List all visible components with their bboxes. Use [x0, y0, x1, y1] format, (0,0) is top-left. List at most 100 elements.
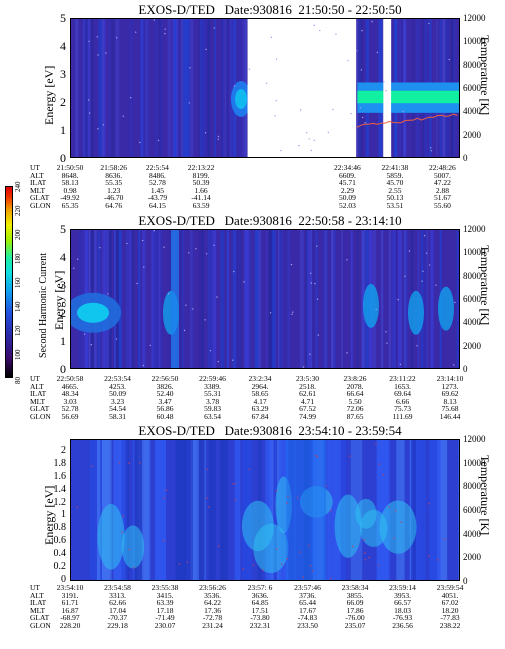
noise-speck: [275, 58, 278, 60]
spectrogram-streak: [397, 230, 402, 368]
intensity-blob: [121, 525, 145, 569]
y2-tick-label: 6000: [463, 294, 481, 304]
spectrogram-streak: [126, 230, 130, 368]
ephemeris-value: -76.93: [392, 613, 413, 623]
y2-tick-label: 2000: [463, 552, 481, 563]
colorbar-tick: 80: [14, 377, 22, 384]
spectrogram-streak: [266, 230, 268, 368]
ephemeris-value: -49.92: [60, 193, 80, 203]
spectrogram-streak: [405, 230, 408, 368]
ephemeris-value: 230.07: [154, 621, 176, 630]
noise-speck: [262, 569, 264, 571]
noise-speck: [388, 506, 390, 508]
ephemeris-value: 22:48:26: [429, 163, 456, 172]
ephemeris-value: 17.36: [204, 605, 221, 615]
ephemeris-value: 75.73: [394, 404, 411, 414]
ephemeris-label: GLAT: [30, 193, 50, 203]
ephemeris-value: 45.71: [338, 178, 356, 188]
spectrogram-streak: [96, 440, 101, 580]
spectrogram-streak: [147, 19, 150, 157]
noise-speck: [139, 462, 141, 464]
noise-speck: [309, 353, 311, 355]
noise-speck: [428, 555, 430, 557]
panel-2-title: EXOS-D/TED Date:930816 22:50:58 - 23:14:…: [138, 213, 402, 228]
noise-speck: [421, 280, 423, 282]
spectrogram-streak: [356, 230, 359, 368]
spectrogram-streak: [198, 440, 205, 580]
noise-speck: [385, 89, 387, 92]
y2-tick-label: 12000: [463, 224, 486, 234]
ephemeris-value: 63.39: [156, 598, 174, 608]
spectrogram-streak: [158, 19, 161, 157]
spectrogram-streak: [388, 230, 392, 368]
ephemeris-value: 69.62: [441, 389, 459, 399]
intensity-core: [77, 302, 109, 323]
spectrogram-streak: [143, 440, 151, 580]
ephemeris-value: 75.68: [441, 404, 459, 414]
noise-speck: [269, 312, 272, 314]
ephemeris-value: 55.60: [433, 201, 451, 210]
spectrogram-streak: [200, 19, 204, 157]
noise-speck: [164, 28, 166, 30]
noise-speck: [183, 329, 186, 332]
ephemeris-value: 2964.: [251, 381, 269, 391]
spectrogram-streak: [133, 440, 135, 580]
noise-speck: [404, 275, 406, 278]
spectrogram-streak: [120, 440, 128, 580]
y-tick-label: 2: [60, 306, 66, 320]
ephemeris-value: 23:11:22: [389, 374, 416, 383]
ephemeris-value: 22:56:50: [151, 374, 179, 383]
y2-tick-label: 6000: [463, 83, 481, 93]
noise-speck: [350, 113, 352, 115]
ephemeris-value: 3.47: [158, 396, 172, 406]
noise-speck: [164, 32, 166, 35]
noise-speck: [204, 319, 206, 321]
spectrogram-streak: [198, 19, 200, 157]
ephemeris-value: 2.88: [435, 185, 449, 195]
spectrogram-streak: [271, 230, 275, 368]
ephemeris-value: 21:58:26: [100, 163, 128, 172]
intensity-blob: [241, 500, 274, 552]
ephemeris-value: 22:50:58: [56, 374, 84, 383]
noise-speck: [205, 48, 207, 51]
colorbar-tick: 140: [14, 301, 22, 313]
noise-speck: [378, 564, 380, 566]
noise-speck: [232, 359, 234, 361]
spectrogram-streak: [114, 230, 117, 368]
spectrogram-streak: [414, 440, 426, 580]
noise-speck: [276, 548, 278, 550]
noise-speck: [188, 252, 190, 254]
ephemeris-value: 59.83: [204, 404, 221, 414]
ephemeris-value: 52.78: [148, 178, 166, 188]
spectrogram-streak: [232, 230, 236, 368]
ephemeris-value: 3191.: [61, 590, 79, 600]
spectrogram-streak: [226, 230, 228, 368]
spectrogram-streak: [209, 230, 212, 368]
ephemeris-value: 23:59:14: [389, 583, 416, 592]
noise-speck: [275, 99, 278, 102]
spectrogram-streak: [98, 19, 101, 157]
noise-speck: [90, 344, 92, 346]
ephemeris-value: -77.83: [440, 613, 460, 623]
noise-speck: [274, 115, 276, 117]
spectrogram-streak: [102, 19, 106, 157]
ephemeris-value: 1.66: [194, 185, 208, 195]
noise-speck: [428, 264, 431, 266]
noise-speck: [364, 559, 367, 561]
noise-speck: [286, 557, 289, 560]
spectrogram-streak: [207, 230, 211, 368]
panel-1-title: EXOS-D/TED Date:930816 21:50:50 - 22:50:…: [138, 2, 402, 17]
colorbar-tick: 100: [14, 349, 22, 361]
spectrogram-streak: [175, 440, 187, 580]
spectrogram-streak: [230, 19, 234, 157]
ephemeris-value: -46.70: [104, 193, 124, 203]
spectrogram-streak: [361, 230, 365, 368]
intensity-blob: [408, 290, 424, 335]
noise-speck: [118, 461, 121, 464]
y2-tick-label: 8000: [463, 59, 481, 70]
ephemeris-value: 233.50: [297, 621, 318, 630]
ephemeris-value: 3826.: [156, 381, 174, 391]
y-tick-label: 1.6: [53, 470, 67, 482]
ephemeris-value: 23:5:30: [296, 374, 319, 383]
intensity-blob: [97, 504, 125, 570]
